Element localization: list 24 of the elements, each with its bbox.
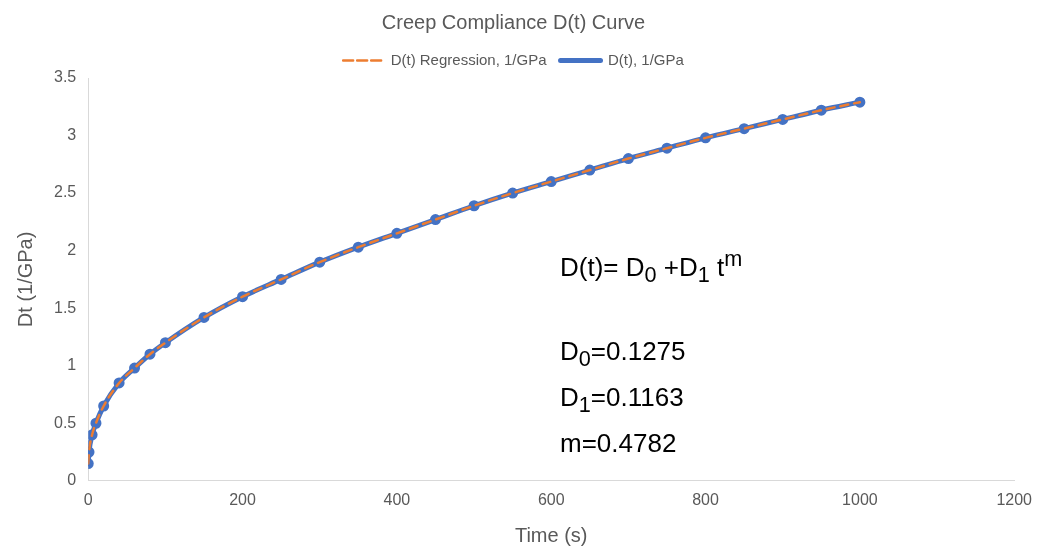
x-axis-title: Time (s) xyxy=(514,523,588,546)
y-tick-label: 3 xyxy=(67,125,77,143)
legend-label: D(t) Regression, 1/GPa xyxy=(390,50,548,68)
x-tick-label: 1200 xyxy=(996,490,1033,508)
annotation: D$_{0}$=0.1275 xyxy=(560,334,687,374)
annotation: m=0.4782 xyxy=(560,427,678,461)
y-tick-label: 1.5 xyxy=(53,298,77,316)
x-tick-label: 200 xyxy=(229,490,257,508)
x-tick-label: 1000 xyxy=(842,490,878,508)
y-axis-title: Dt (1/GPa) xyxy=(13,231,36,328)
x-tick-label: 400 xyxy=(383,490,411,508)
y-tick-label: 3.5 xyxy=(53,68,77,86)
legend-label: D(t), 1/GPa xyxy=(608,50,685,68)
y-tick-label: 0.5 xyxy=(53,413,77,431)
y-tick-label: 2 xyxy=(67,241,77,259)
annotation: D(t)= D$_{0}$ +D$_{1}$ t$^{m}$ xyxy=(560,245,743,289)
y-tick-label: 0 xyxy=(67,471,77,489)
annotation: D$_{1}$=0.1163 xyxy=(560,381,685,420)
y-tick-label: 1 xyxy=(67,356,77,374)
x-tick-label: 600 xyxy=(537,490,565,508)
y-tick-label: 2.5 xyxy=(53,183,77,201)
x-tick-label: 0 xyxy=(83,490,93,508)
chart-title: Creep Compliance D(t) Curve xyxy=(381,10,646,33)
x-tick-label: 800 xyxy=(692,490,719,508)
